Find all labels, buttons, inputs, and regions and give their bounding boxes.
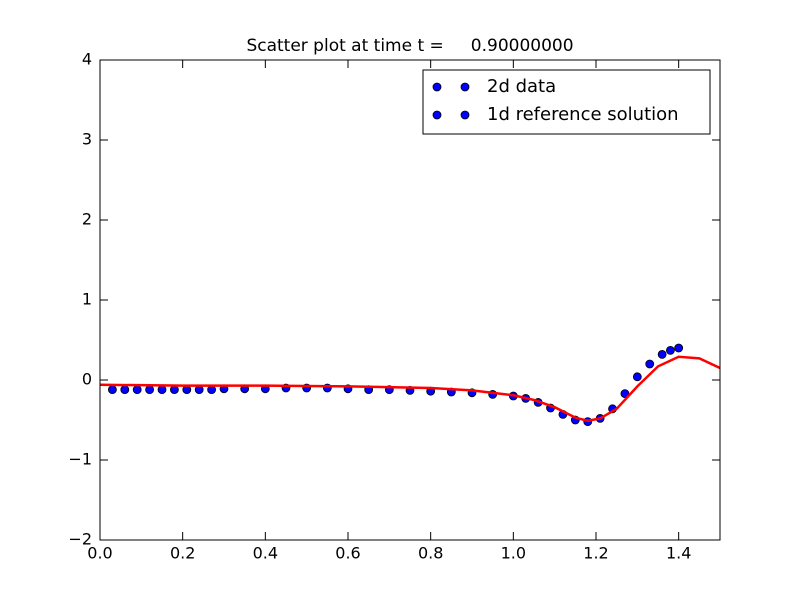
legend-box — [422, 69, 711, 135]
y-tick-label: 1 — [82, 290, 92, 309]
x-tick-label: 0.8 — [418, 544, 443, 563]
y-tick-label: −1 — [68, 450, 92, 469]
reference-line — [100, 355, 720, 423]
scatter-point — [132, 385, 142, 395]
scatter-point — [108, 385, 117, 395]
plot-area — [100, 343, 720, 427]
scatter-point — [666, 345, 675, 355]
x-tick-label: 0.6 — [335, 544, 360, 563]
legend-marker — [460, 110, 470, 120]
y-tick-label: 2 — [82, 210, 92, 229]
x-tick-label: 1.0 — [501, 544, 526, 563]
scatter-point — [145, 385, 155, 395]
scatter-point — [620, 389, 630, 399]
scatter-point — [645, 359, 655, 369]
y-tick-label: 0 — [82, 370, 92, 389]
scatter-point — [157, 385, 167, 395]
legend-marker — [432, 82, 442, 92]
legend-marker — [432, 110, 442, 120]
legend-marker — [460, 82, 470, 92]
chart-title: Scatter plot at time t = 0.90000000 — [246, 36, 573, 56]
scatter-point — [632, 372, 642, 382]
scatter-point — [169, 385, 179, 395]
y-tick-label: 3 — [82, 130, 92, 149]
scatter-point — [120, 385, 130, 395]
x-tick-label: 0.4 — [253, 544, 278, 563]
x-tick-label: 0.2 — [170, 544, 195, 563]
x-tick-label: 1.2 — [583, 544, 608, 563]
x-tick-label: 1.4 — [666, 544, 691, 563]
legend-label: 2d data — [487, 76, 556, 97]
x-tick-label: 0.0 — [87, 544, 112, 563]
legend-label: 1d reference solution — [487, 104, 679, 125]
y-tick-label: −2 — [68, 530, 92, 549]
y-tick-label: 4 — [82, 50, 92, 69]
scatter-point — [657, 349, 667, 359]
scatter-point — [674, 343, 684, 353]
axes-frame — [99, 59, 721, 541]
